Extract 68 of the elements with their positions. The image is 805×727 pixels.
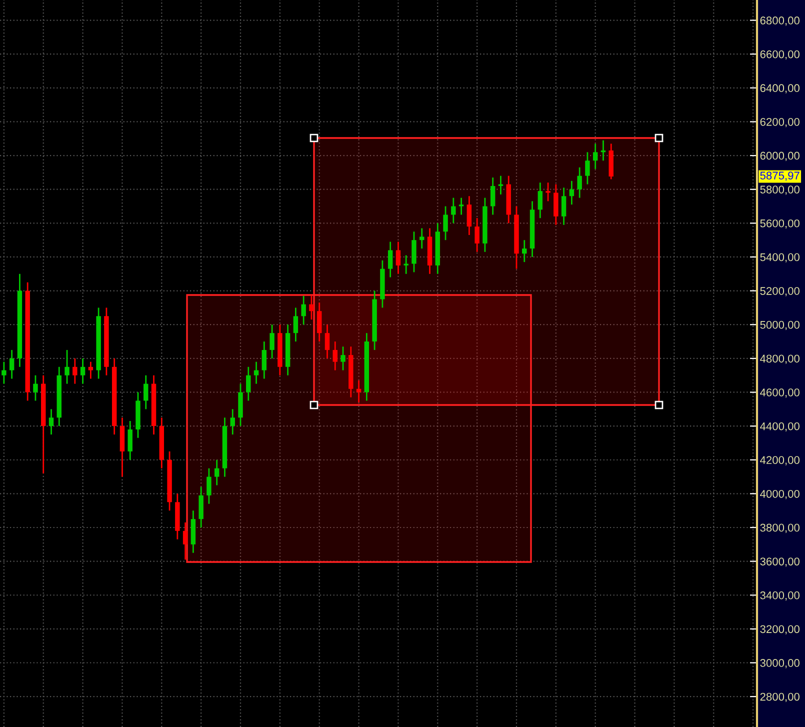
candlestick: [404, 254, 408, 275]
candlestick: [9, 349, 14, 380]
candlestick: [80, 358, 86, 384]
candlestick: [538, 182, 543, 219]
y-tick-label: 3200,00: [760, 625, 800, 634]
y-tick-label: 3800,00: [760, 524, 800, 533]
candlestick: [388, 241, 393, 278]
candlestick: [198, 486, 204, 528]
candlestick: [332, 340, 338, 371]
y-tick-label: 5000,00: [760, 320, 800, 330]
y-tick-label: 3000,00: [760, 659, 800, 668]
y-tick-label: 5200,00: [760, 287, 800, 296]
candlestick: [254, 361, 259, 384]
candlestick: [246, 366, 251, 402]
y-tick-label: 6200,00: [760, 118, 800, 128]
candlestick: [230, 408, 235, 436]
y-tick-label: 6600,00: [760, 50, 800, 60]
candlestick: [316, 302, 322, 342]
y-tick-label: 5400,00: [760, 253, 800, 262]
y-tick-label: 3600,00: [760, 558, 800, 567]
candlestick: [412, 230, 416, 273]
y-tick-label: 6400,00: [760, 84, 800, 94]
y-tick-label: 3400,00: [760, 591, 800, 601]
candlestick: [48, 408, 54, 436]
candlestick: [420, 228, 424, 250]
candlestick: [466, 195, 472, 236]
candlestick: [262, 340, 267, 380]
candlestick: [206, 468, 212, 505]
candlestick: [585, 151, 590, 185]
text: 5875,97: [760, 172, 800, 181]
y-tick-label: 6800,00: [760, 16, 800, 26]
y-tick-label: 2800,00: [760, 692, 800, 702]
candlestick: [33, 374, 38, 402]
candlestick: [128, 420, 132, 461]
candlestick: [561, 186, 566, 226]
candlestick: [72, 358, 78, 384]
candlestick: [324, 324, 330, 360]
y-tick-label: 6000,00: [760, 152, 800, 161]
candlestick: [2, 361, 6, 384]
candlestick: [64, 349, 70, 384]
candlestick: [144, 374, 148, 410]
candlestick: [214, 459, 220, 486]
candlestick: [293, 307, 298, 342]
candlestick: [396, 241, 401, 275]
candlestick: [340, 346, 346, 371]
candlestick: [522, 239, 527, 263]
y-tick-label: 4400,00: [760, 422, 800, 432]
candlestick: [474, 217, 480, 253]
candlestick: [443, 206, 448, 241]
candlestick: [270, 324, 274, 360]
candlestick: [451, 197, 456, 224]
candlestick: [309, 295, 314, 320]
y-tick-label: 5600,00: [760, 219, 800, 229]
y-tick-label: 4200,00: [760, 456, 800, 466]
candlestick: [182, 522, 188, 560]
candlestick: [569, 180, 574, 206]
candlestick: [301, 295, 306, 326]
y-tick-label: 5800,00: [760, 186, 800, 195]
candlestick: [546, 182, 550, 202]
y-tick-label: 4800,00: [760, 354, 800, 364]
candlestick: [592, 143, 598, 170]
candlestick: [88, 361, 94, 380]
candlestick: [458, 197, 464, 216]
y-tick-label: 4000,00: [760, 490, 800, 500]
candlestick: [554, 184, 558, 226]
candlestick: [577, 166, 582, 199]
candlestick: [490, 176, 496, 216]
y-tick-label: 4600,00: [760, 388, 800, 398]
